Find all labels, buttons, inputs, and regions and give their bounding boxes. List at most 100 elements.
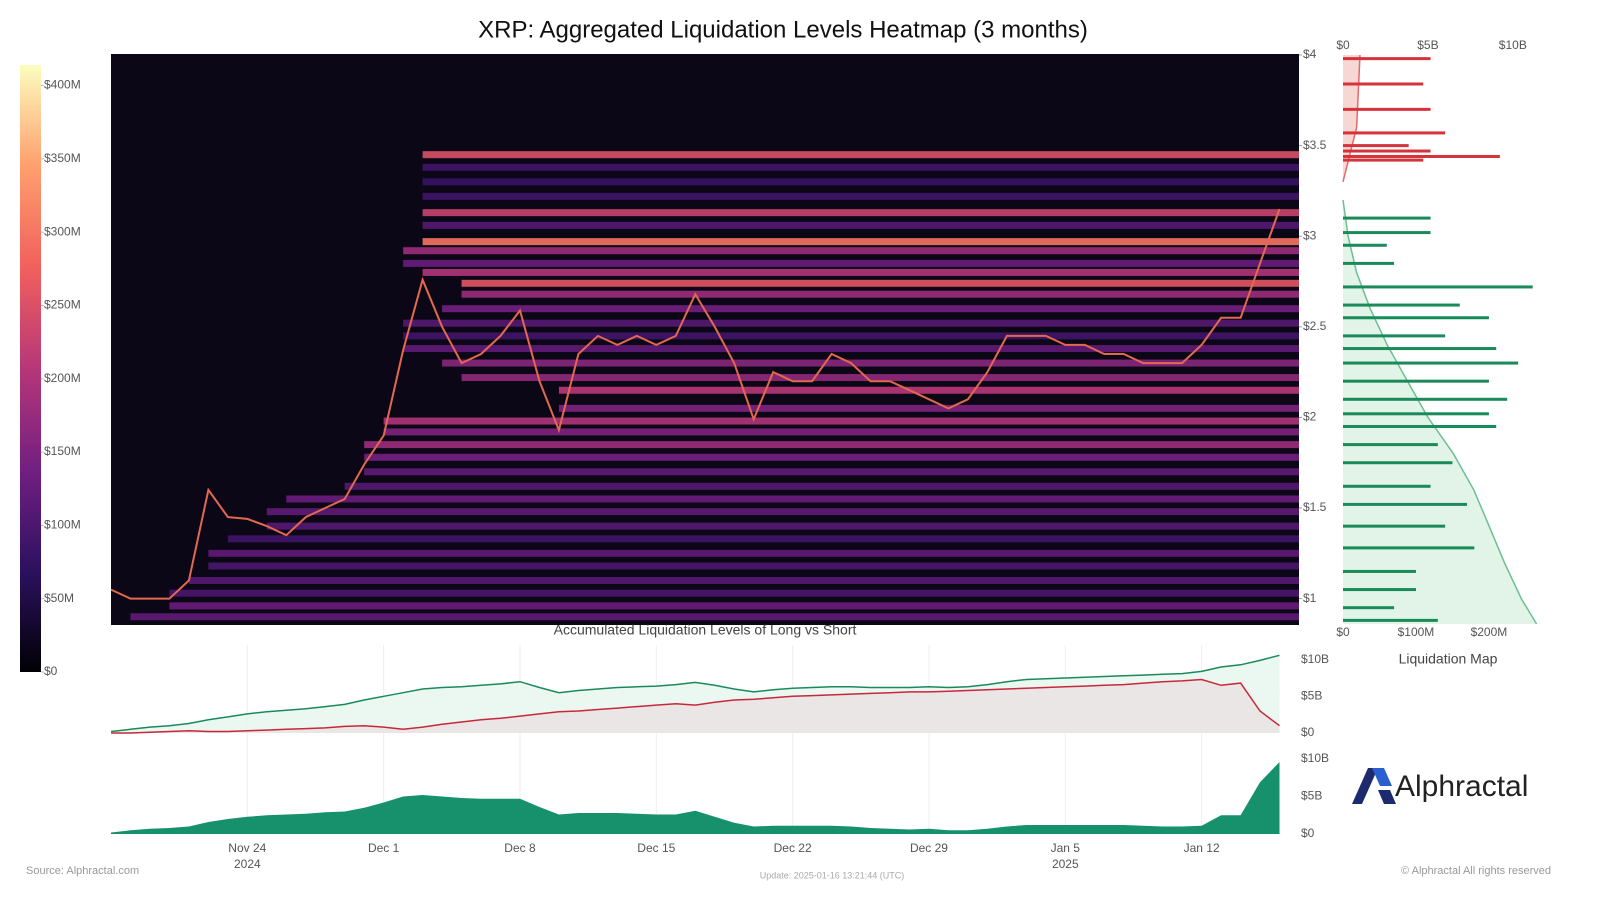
long-bar [1343,316,1489,320]
short-bar [1343,154,1500,158]
brand-logo: Alphractal [1352,768,1528,804]
colorbar-label: $150M [44,444,81,458]
liquidation-level [383,428,1299,436]
liquidation-level [364,468,1300,476]
long-bar [1343,424,1497,428]
y-tick-label: $1 [1303,591,1317,605]
x-tick-label: Dec 15 [637,841,675,855]
series-line [111,678,1280,734]
liquidation-level [422,151,1299,159]
long-bar [1343,261,1395,265]
liquidation-level [422,238,1299,246]
colorbar-label: $250M [44,298,81,312]
copyright: © Alphractal All rights reserved [1401,865,1551,877]
liquidation-level [422,192,1299,200]
source: Source: Alphractal.com [26,865,139,877]
liquidation-level [208,549,1299,557]
heatmap-background [111,54,1299,625]
long-bar [1343,502,1468,506]
x2-tick-label: $0 [1336,38,1350,52]
liquidation-level [364,453,1300,461]
x2-tick-label: $10B [1499,38,1527,52]
x-tick-label: Jan 5 [1051,841,1081,855]
y-tick-label: $0 [1301,725,1315,739]
liquidation-level [403,247,1300,255]
short-bar [1343,57,1431,61]
long-bar [1343,334,1446,338]
y-tick-label: $5B [1301,789,1322,803]
liquidation-level [169,589,1299,597]
long-bar [1343,606,1395,610]
long-bar [1343,461,1453,465]
liquidation-level [461,279,1299,287]
liquidation-level [286,495,1299,503]
cumulative-line [1342,199,1538,625]
liquidation-level [403,345,1300,353]
y-tick-label: $1.5 [1303,500,1327,514]
short-bar [1343,149,1431,153]
liquidation-level [558,386,1299,394]
colorbar-label: $50M [44,591,74,605]
colorbar [20,65,41,672]
long-bar [1343,216,1431,220]
y-tick-label: $3 [1303,228,1317,242]
long-bar [1343,524,1446,528]
series-area [111,679,1280,733]
short-bar [1343,107,1431,111]
delta-area [111,762,1280,834]
logo-shape [1372,768,1392,786]
liquidation-level [403,332,1300,340]
update-time: Update: 2025-01-16 13:21:44 (UTC) [760,870,905,880]
y-tick-label: $4 [1303,47,1317,61]
liquidation-level [364,441,1300,449]
liquidation-level [422,178,1299,186]
y-tick-label: $10B [1301,652,1329,666]
liquidation-level [383,417,1299,425]
y-tick-label: $2.5 [1303,319,1327,333]
cumulative-area [1343,199,1537,625]
long-bar [1343,379,1489,383]
liquidation-level [266,508,1300,516]
long-bar [1343,412,1489,416]
long-bar [1343,347,1497,351]
year-label: 2024 [234,857,261,871]
long-bar [1343,443,1438,447]
liquidation-level [422,209,1299,217]
long-bar [1343,231,1431,235]
short-bar [1343,131,1446,135]
long-bar [1343,303,1460,307]
long-bar [1343,546,1475,550]
x-tick-label: Dec 22 [774,841,812,855]
long-bar [1343,285,1533,289]
series-line [110,654,1280,733]
colorbar-label: $400M [44,78,81,92]
short-bar [1343,144,1409,148]
liquidation-level [442,305,1299,313]
panel-title: Accumulated Liquidation Levels of Long v… [554,622,857,638]
y-tick-label: $3.5 [1303,138,1327,152]
chart-title: XRP: Aggregated Liquidation Levels Heatm… [478,16,1088,43]
liquidation-level [344,482,1299,490]
x-tick-label: Jan 12 [1184,841,1220,855]
price-line [110,208,1281,600]
logo-shape [1378,790,1396,804]
short-bar [1343,82,1424,86]
liquidation-level [403,259,1300,267]
liquidation-level [461,374,1299,382]
x-tick-label: Dec 29 [910,841,948,855]
heatmap-layer [130,151,1300,621]
x-tick-label: Nov 24 [228,841,266,855]
liquidation-level [169,602,1299,610]
y-tick-label: $2 [1303,410,1317,424]
long-bar [1343,361,1519,365]
long-bar [1343,588,1416,592]
colorbar-label: $0 [44,664,58,678]
x-tick-label: Dec 1 [368,841,400,855]
long-bar [1343,243,1387,247]
long-bar [1343,484,1431,488]
liquidation-level [266,522,1300,530]
x-tick-label: $200M [1471,625,1508,639]
long-bar [1343,569,1416,573]
